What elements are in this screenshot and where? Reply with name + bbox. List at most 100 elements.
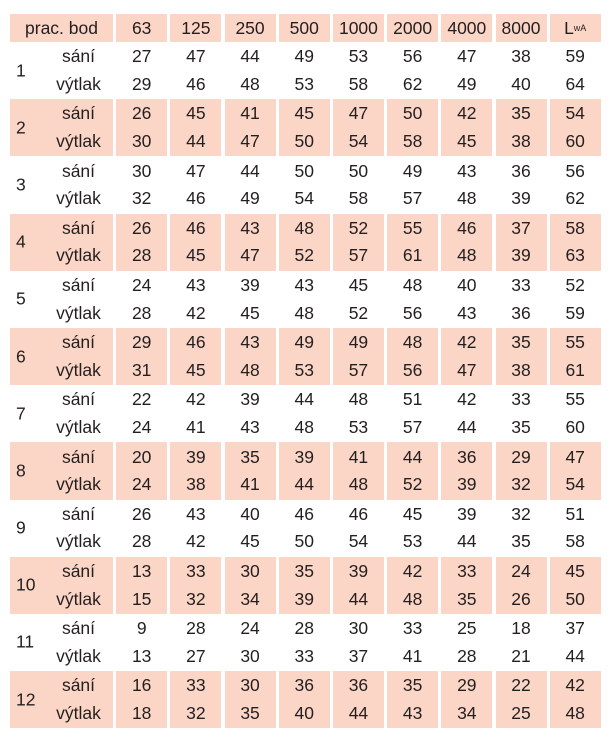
value: 48 xyxy=(348,474,369,495)
value-cell: 16 18 xyxy=(116,671,168,729)
value: 57 xyxy=(348,245,369,266)
value: 40 xyxy=(511,73,531,94)
header-band: 8000 xyxy=(495,14,547,42)
value: 46 xyxy=(186,73,206,94)
value-cell: 49 57 xyxy=(387,156,438,213)
value-cell: 40 45 xyxy=(225,500,276,557)
value: 44 xyxy=(348,588,369,609)
value: 33 xyxy=(457,560,477,581)
value-cell: 48 52 xyxy=(278,213,330,271)
value: 39 xyxy=(240,275,260,296)
value-cell: 47 54 xyxy=(332,99,384,157)
value-cell: 20 24 xyxy=(116,442,168,500)
operating-point-number: 7 xyxy=(16,403,26,424)
value: 52 xyxy=(565,275,585,296)
value-cell: 13 15 xyxy=(116,556,168,614)
value: 36 xyxy=(511,160,531,181)
value: 24 xyxy=(131,474,152,495)
row-label: výtlak xyxy=(56,188,101,209)
value-cell: 35 39 xyxy=(278,556,330,614)
value: 47 xyxy=(240,131,260,152)
value: 21 xyxy=(511,645,531,666)
value: 56 xyxy=(402,359,423,380)
value: 38 xyxy=(511,131,531,152)
header-band: 4000 xyxy=(441,14,493,42)
value: 42 xyxy=(565,675,585,696)
value: 44 xyxy=(240,46,260,67)
value: 55 xyxy=(565,389,585,410)
value: 63 xyxy=(565,245,585,266)
value-cell: 43 48 xyxy=(279,271,330,328)
value-cell: 39 38 xyxy=(170,442,222,500)
operating-point-number: 6 xyxy=(16,346,26,367)
operating-point-group: 4 sání výtlak 26 28 46 45 43 47 48 52 52 57 55 61 46 48 3… xyxy=(10,213,601,271)
value: 39 xyxy=(294,446,314,467)
value-cell: 42 45 xyxy=(441,99,493,157)
group-label-cell: 8 sání výtlak xyxy=(10,442,113,500)
value-cell: 47 49 xyxy=(441,42,492,99)
row-labels: sání výtlak xyxy=(56,43,101,98)
value: 39 xyxy=(457,503,477,524)
operating-point-group: 10 sání výtlak 13 15 33 32 30 34 35 39 39 44 42 48 33 35… xyxy=(10,556,601,614)
value: 50 xyxy=(294,160,314,181)
operating-point-number: 3 xyxy=(16,174,26,195)
value-cell: 44 48 xyxy=(225,42,276,99)
value: 24 xyxy=(131,275,152,296)
value: 49 xyxy=(457,73,477,94)
value: 33 xyxy=(402,618,423,639)
value: 58 xyxy=(565,531,585,552)
value: 64 xyxy=(565,73,585,94)
value-cell: 39 44 xyxy=(332,556,384,614)
value: 53 xyxy=(402,531,423,552)
row-labels: sání výtlak xyxy=(56,615,101,670)
value: 51 xyxy=(565,503,585,524)
value: 47 xyxy=(348,103,369,124)
row-label: sání xyxy=(61,217,96,238)
value: 39 xyxy=(511,245,531,266)
row-label: sání xyxy=(61,160,96,181)
value: 41 xyxy=(348,446,369,467)
value-cell: 24 30 xyxy=(225,614,276,671)
value: 39 xyxy=(240,389,260,410)
value-cell: 51 57 xyxy=(387,385,438,442)
value: 26 xyxy=(131,217,152,238)
value: 49 xyxy=(240,188,260,209)
row-label: výtlak xyxy=(56,645,101,666)
value: 61 xyxy=(565,359,585,380)
value-cell: 33 32 xyxy=(170,556,222,614)
value: 33 xyxy=(186,560,206,581)
value: 38 xyxy=(511,359,531,380)
header-band: 500 xyxy=(278,14,330,42)
value-cell: 54 60 xyxy=(549,99,601,157)
value-cell: 29 34 xyxy=(441,671,493,729)
value-cell: 52 59 xyxy=(550,271,601,328)
value: 46 xyxy=(348,503,369,524)
value: 39 xyxy=(457,474,477,495)
value: 48 xyxy=(402,588,423,609)
value: 30 xyxy=(131,131,152,152)
row-label: sání xyxy=(61,618,96,639)
value: 47 xyxy=(457,46,477,67)
operating-point-group: 5 sání výtlak 24 28 43 42 39 45 43 48 45 52 48 56 40 43 3… xyxy=(10,271,601,328)
value: 24 xyxy=(240,618,260,639)
value: 48 xyxy=(240,73,260,94)
value-cell: 28 27 xyxy=(170,614,221,671)
value-cell: 44 49 xyxy=(225,156,276,213)
value: 40 xyxy=(294,702,314,723)
value: 57 xyxy=(348,359,369,380)
value-cell: 33 35 xyxy=(496,385,547,442)
value: 40 xyxy=(457,275,477,296)
group-label-cell: 5 sání výtlak xyxy=(10,271,113,328)
value: 38 xyxy=(511,46,531,67)
value: 16 xyxy=(131,675,152,696)
value: 41 xyxy=(186,417,206,438)
value: 45 xyxy=(240,531,260,552)
value-cell: 35 38 xyxy=(495,99,547,157)
value-cell: 37 44 xyxy=(550,614,601,671)
value: 50 xyxy=(565,588,585,609)
value: 56 xyxy=(402,46,423,67)
value: 58 xyxy=(565,217,585,238)
value-cell: 42 47 xyxy=(441,327,493,386)
value-cell: 33 41 xyxy=(387,614,438,671)
value: 27 xyxy=(131,46,152,67)
